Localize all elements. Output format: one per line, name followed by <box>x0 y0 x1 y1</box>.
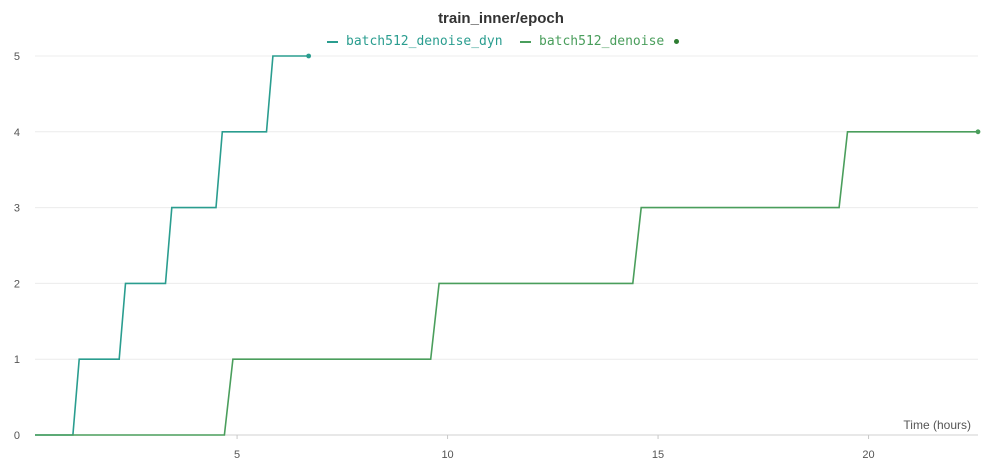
x-tick-label-5: 5 <box>234 449 240 461</box>
chart-title: train_inner/epoch <box>438 10 564 27</box>
y-tick-label-5: 5 <box>14 51 20 63</box>
x-tick-label-15: 15 <box>652 449 664 461</box>
series-end-point-1 <box>306 53 312 59</box>
y-tick-label-0: 0 <box>14 430 20 442</box>
x-tick-label-10: 10 <box>441 449 453 461</box>
y-tick-label-2: 2 <box>14 278 20 290</box>
y-tick-label-4: 4 <box>14 127 20 139</box>
legend-swatch-series-1 <box>327 40 338 43</box>
chart-legend: batch512_denoise_dyn batch512_denoise <box>0 34 1002 54</box>
series-line-1 <box>35 55 309 436</box>
legend-status-dot <box>674 39 680 44</box>
y-tick-label-3: 3 <box>14 203 20 215</box>
x-tick-label-20: 20 <box>862 449 874 461</box>
y-tick-label-1: 1 <box>14 354 20 366</box>
series-line-2 <box>35 131 978 436</box>
series-end-point-2 <box>975 129 981 135</box>
x-axis-label: Time (hours) <box>903 418 971 432</box>
legend-label-series-1: batch512_denoise_dyn <box>346 34 503 49</box>
legend-item-series-1[interactable]: batch512_denoise_dyn <box>327 34 503 49</box>
legend-label-series-2: batch512_denoise <box>539 34 665 49</box>
legend-item-series-2[interactable]: batch512_denoise <box>520 34 680 49</box>
legend-swatch-series-2 <box>520 40 531 43</box>
